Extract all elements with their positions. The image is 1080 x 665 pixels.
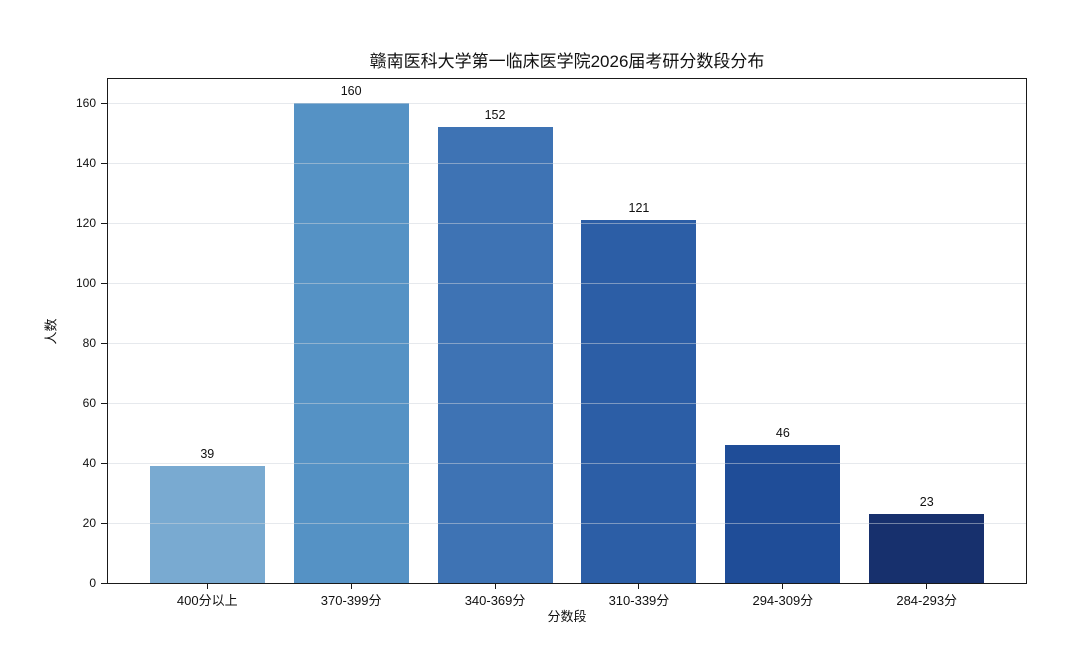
plot-area: 39 160 152 121 46 23 (107, 78, 1027, 584)
x-tick-mark (206, 584, 208, 589)
y-tick-mark (101, 162, 107, 164)
y-tick-mark (101, 342, 107, 344)
gridline (108, 522, 1026, 524)
y-tick-label: 160 (75, 96, 96, 110)
x-axis-label: 分数段 (547, 609, 587, 624)
gridline (108, 222, 1026, 224)
gridline (108, 102, 1026, 104)
x-tick-label: 310-339分 (608, 593, 670, 608)
x-tick-mark (350, 584, 352, 589)
y-tick-label: 40 (82, 456, 96, 470)
x-tick-label: 284-293分 (896, 593, 958, 608)
chart-title: 赣南医科大学第一临床医学院2026届考研分数段分布 (369, 52, 765, 71)
x-tick-mark (638, 584, 640, 589)
x-tick-mark (926, 584, 928, 589)
y-tick-label: 80 (82, 336, 96, 350)
y-tick-label: 140 (75, 156, 96, 170)
bar-value-label: 152 (484, 108, 506, 122)
bar-310-339分 (581, 220, 697, 583)
gridline (108, 282, 1026, 284)
x-tick-label: 294-309分 (752, 593, 814, 608)
bar-value-label: 160 (340, 84, 362, 98)
bar-value-label: 121 (628, 201, 650, 215)
y-tick-label: 120 (75, 216, 96, 230)
x-tick-mark (782, 584, 784, 589)
gridline (108, 402, 1026, 404)
y-tick-mark (101, 222, 107, 224)
bar-value-label: 39 (200, 447, 215, 461)
y-tick-label: 60 (82, 396, 96, 410)
bar-value-label: 23 (919, 495, 934, 509)
bar-340-369分 (437, 127, 553, 583)
y-tick-label: 20 (82, 516, 96, 530)
y-tick-mark (101, 282, 107, 284)
x-tick-mark (494, 584, 496, 589)
bar-294-309分 (725, 445, 841, 583)
bar-400分以上 (149, 466, 265, 583)
y-tick-mark (101, 582, 107, 584)
x-tick-label: 340-369分 (464, 593, 526, 608)
bar-value-label: 46 (775, 426, 790, 440)
gridline (108, 342, 1026, 344)
bar-284-293分 (869, 514, 985, 583)
y-tick-label: 100 (75, 276, 96, 290)
y-tick-label: 0 (89, 576, 96, 590)
x-tick-label: 400分以上 (176, 593, 238, 608)
gridline (108, 462, 1026, 464)
y-tick-mark (101, 462, 107, 464)
y-tick-mark (101, 402, 107, 404)
y-tick-mark (101, 102, 107, 104)
y-tick-mark (101, 522, 107, 524)
gridline (108, 162, 1026, 164)
x-tick-label: 370-399分 (320, 593, 382, 608)
